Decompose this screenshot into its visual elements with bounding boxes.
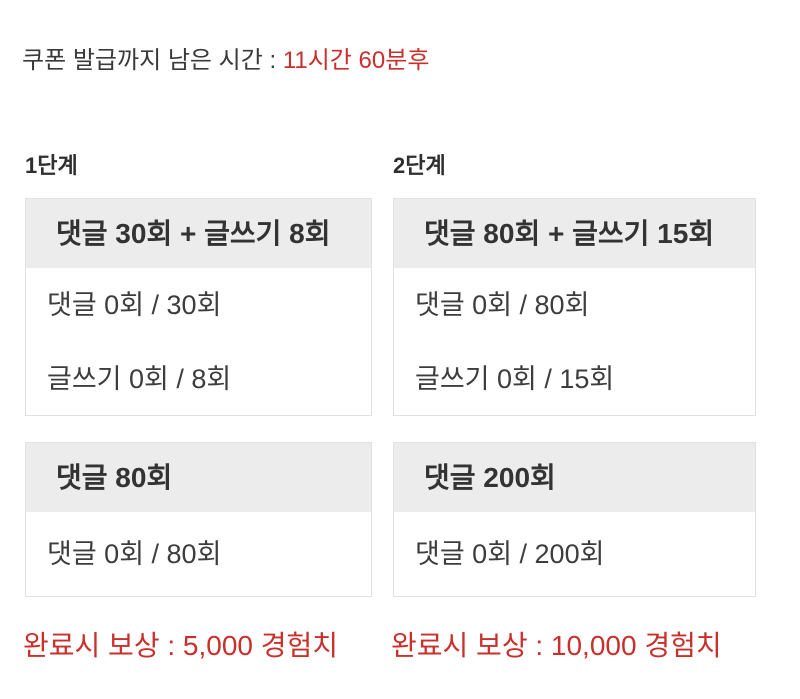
- quest-card-title: 댓글 30회 + 글쓰기 8회: [26, 199, 371, 268]
- stage-1-quest-card: 댓글 30회 + 글쓰기 8회 댓글 0회 / 30회 글쓰기 0회 / 8회: [25, 198, 372, 416]
- quest-progress-row: 댓글 0회 / 80회: [47, 539, 222, 569]
- quest-progress-row: 댓글 0회 / 30회: [47, 290, 222, 320]
- countdown-label: 쿠폰 발급까지 남은 시간 :: [22, 47, 283, 74]
- stage-2-bonus-card: 댓글 200회 댓글 0회 / 200회: [393, 442, 756, 597]
- quest-card-title: 댓글 80회: [26, 443, 371, 512]
- quest-card-body: 댓글 0회 / 80회 글쓰기 0회 / 15회: [394, 268, 755, 416]
- quest-card-body: 댓글 0회 / 30회 글쓰기 0회 / 8회: [26, 268, 371, 416]
- stage-2-column: 2단계 댓글 80회 + 글쓰기 15회 댓글 0회 / 80회 글쓰기 0회 …: [391, 0, 756, 699]
- stage-1-reward-text: 완료시 보상 : 5,000 경험치: [23, 630, 339, 661]
- stage-2-reward-text: 완료시 보상 : 10,000 경험치: [391, 630, 722, 661]
- stage-1-column: 1단계 댓글 30회 + 글쓰기 8회 댓글 0회 / 30회 글쓰기 0회 /…: [23, 0, 372, 699]
- stage-1-label: 1단계: [25, 153, 78, 178]
- quest-progress-row: 글쓰기 0회 / 8회: [47, 364, 232, 394]
- stage-2-quest-card: 댓글 80회 + 글쓰기 15회 댓글 0회 / 80회 글쓰기 0회 / 15…: [393, 198, 756, 416]
- quest-progress-row: 글쓰기 0회 / 15회: [415, 364, 615, 394]
- quest-card-body: 댓글 0회 / 80회: [26, 512, 371, 596]
- quest-card-title: 댓글 80회 + 글쓰기 15회: [394, 199, 755, 268]
- quest-card-body: 댓글 0회 / 200회: [394, 512, 755, 596]
- quest-progress-row: 댓글 0회 / 200회: [415, 539, 605, 569]
- stage-2-label: 2단계: [393, 153, 446, 178]
- quest-progress-row: 댓글 0회 / 80회: [415, 290, 590, 320]
- countdown-value: 11시간 60분후: [282, 47, 430, 74]
- quest-card-title: 댓글 200회: [394, 443, 755, 512]
- coupon-countdown: 쿠폰 발급까지 남은 시간 : 11시간 60분후: [22, 44, 429, 78]
- stage-1-bonus-card: 댓글 80회 댓글 0회 / 80회: [25, 442, 372, 597]
